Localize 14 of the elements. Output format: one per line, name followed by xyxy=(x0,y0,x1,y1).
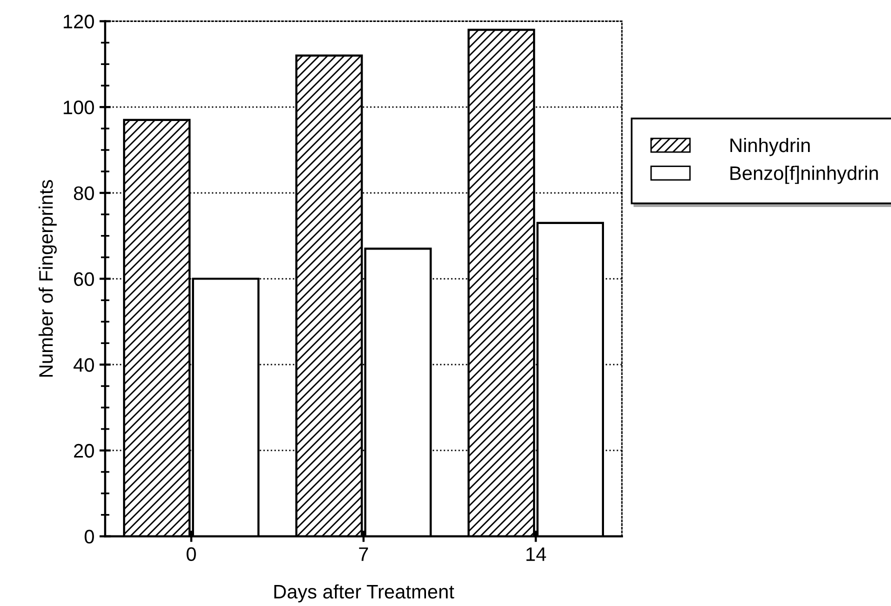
x-tick-label: 14 xyxy=(526,547,546,561)
y-axis-title: Number of Fingerprints xyxy=(38,180,57,377)
y-tick-label: 80 xyxy=(74,186,94,200)
x-tick-label: 7 xyxy=(359,547,368,561)
legend-label: Ninhydrin xyxy=(730,138,810,156)
y-tick-label: 60 xyxy=(74,272,94,286)
x-tick-label: 0 xyxy=(186,547,196,562)
y-tick-label: 40 xyxy=(74,358,94,372)
x-axis-title: Days after Treatment xyxy=(274,584,454,602)
legend-label: Benzo[f]ninhydrin xyxy=(730,166,878,184)
y-tick-label: 120 xyxy=(64,14,94,28)
y-tick-label: 0 xyxy=(84,530,94,544)
y-tick-label: 100 xyxy=(64,100,94,114)
y-tick-label: 20 xyxy=(74,444,94,458)
